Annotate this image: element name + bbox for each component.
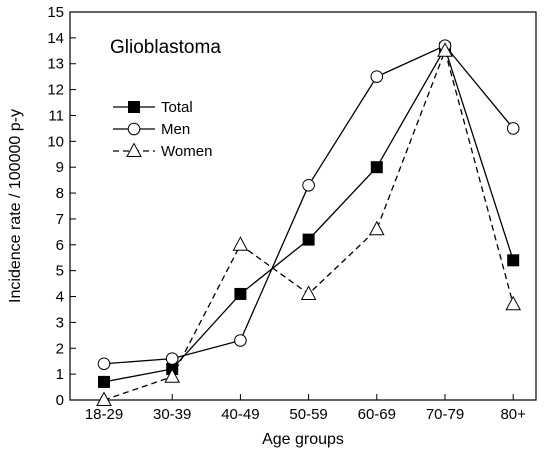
x-tick-label: 40-49 — [221, 406, 259, 423]
data-point-women — [232, 236, 249, 251]
data-point-total — [234, 287, 247, 300]
y-tick-label: 15 — [47, 4, 64, 21]
legend-marker-women — [126, 142, 142, 157]
legend-label-total: Total — [161, 99, 193, 116]
series-layer — [96, 39, 522, 406]
y-tick-label: 12 — [47, 82, 64, 99]
y-tick-label: 0 — [56, 392, 64, 409]
data-point-total — [302, 233, 315, 246]
x-axis: 18-29 30-39 40-49 50-59 60-69 70-79 80+ — [85, 394, 526, 423]
y-tick-label: 13 — [47, 56, 64, 73]
x-tick-label: 30-39 — [153, 406, 191, 423]
y-tick-label: 1 — [56, 366, 64, 383]
legend: Total Men Women — [113, 99, 212, 160]
y-tick-label: 11 — [48, 107, 64, 124]
x-tick-label: 70-79 — [426, 406, 464, 423]
y-tick-label: 3 — [56, 314, 64, 331]
series-line-men — [103, 44, 514, 365]
data-point-men — [234, 334, 247, 347]
data-point-men — [370, 70, 384, 83]
data-point-total — [370, 161, 383, 174]
legend-marker-men — [127, 122, 141, 136]
y-tick-label: 4 — [56, 289, 64, 306]
data-point-men — [165, 352, 179, 365]
data-point-women — [300, 285, 317, 300]
data-point-men — [506, 122, 520, 135]
data-point-women — [368, 220, 385, 236]
legend-label-women: Women — [161, 143, 212, 160]
data-point-women — [96, 391, 112, 406]
y-tick-label: 2 — [56, 340, 64, 357]
data-point-total — [98, 375, 110, 388]
y-tick-label: 7 — [56, 211, 64, 228]
y-axis-title: Incidence rate / 100000 p-y — [7, 109, 24, 303]
y-tick-label: 14 — [47, 30, 64, 47]
x-tick-label: 18-29 — [85, 406, 123, 423]
data-point-total — [507, 254, 520, 267]
data-point-men — [302, 179, 315, 192]
y-tick-label: 9 — [56, 159, 64, 176]
y-tick-label: 6 — [56, 237, 64, 254]
data-point-women — [505, 295, 522, 311]
data-point-women — [164, 368, 181, 383]
x-tick-label: 80+ — [500, 406, 526, 423]
y-tick-label: 10 — [47, 133, 64, 150]
chart-title: Glioblastoma — [110, 37, 221, 58]
plot-frame — [69, 11, 537, 401]
data-point-women — [437, 42, 453, 57]
y-tick-label: 8 — [56, 185, 64, 202]
y-tick-label: 5 — [56, 263, 64, 280]
legend-marker-total — [128, 101, 140, 113]
data-point-men — [97, 357, 111, 371]
x-tick-label: 60-69 — [358, 406, 396, 423]
legend-label-men: Men — [161, 121, 190, 138]
x-tick-label: 50-59 — [289, 406, 327, 423]
x-axis-title: Age groups — [262, 431, 344, 448]
